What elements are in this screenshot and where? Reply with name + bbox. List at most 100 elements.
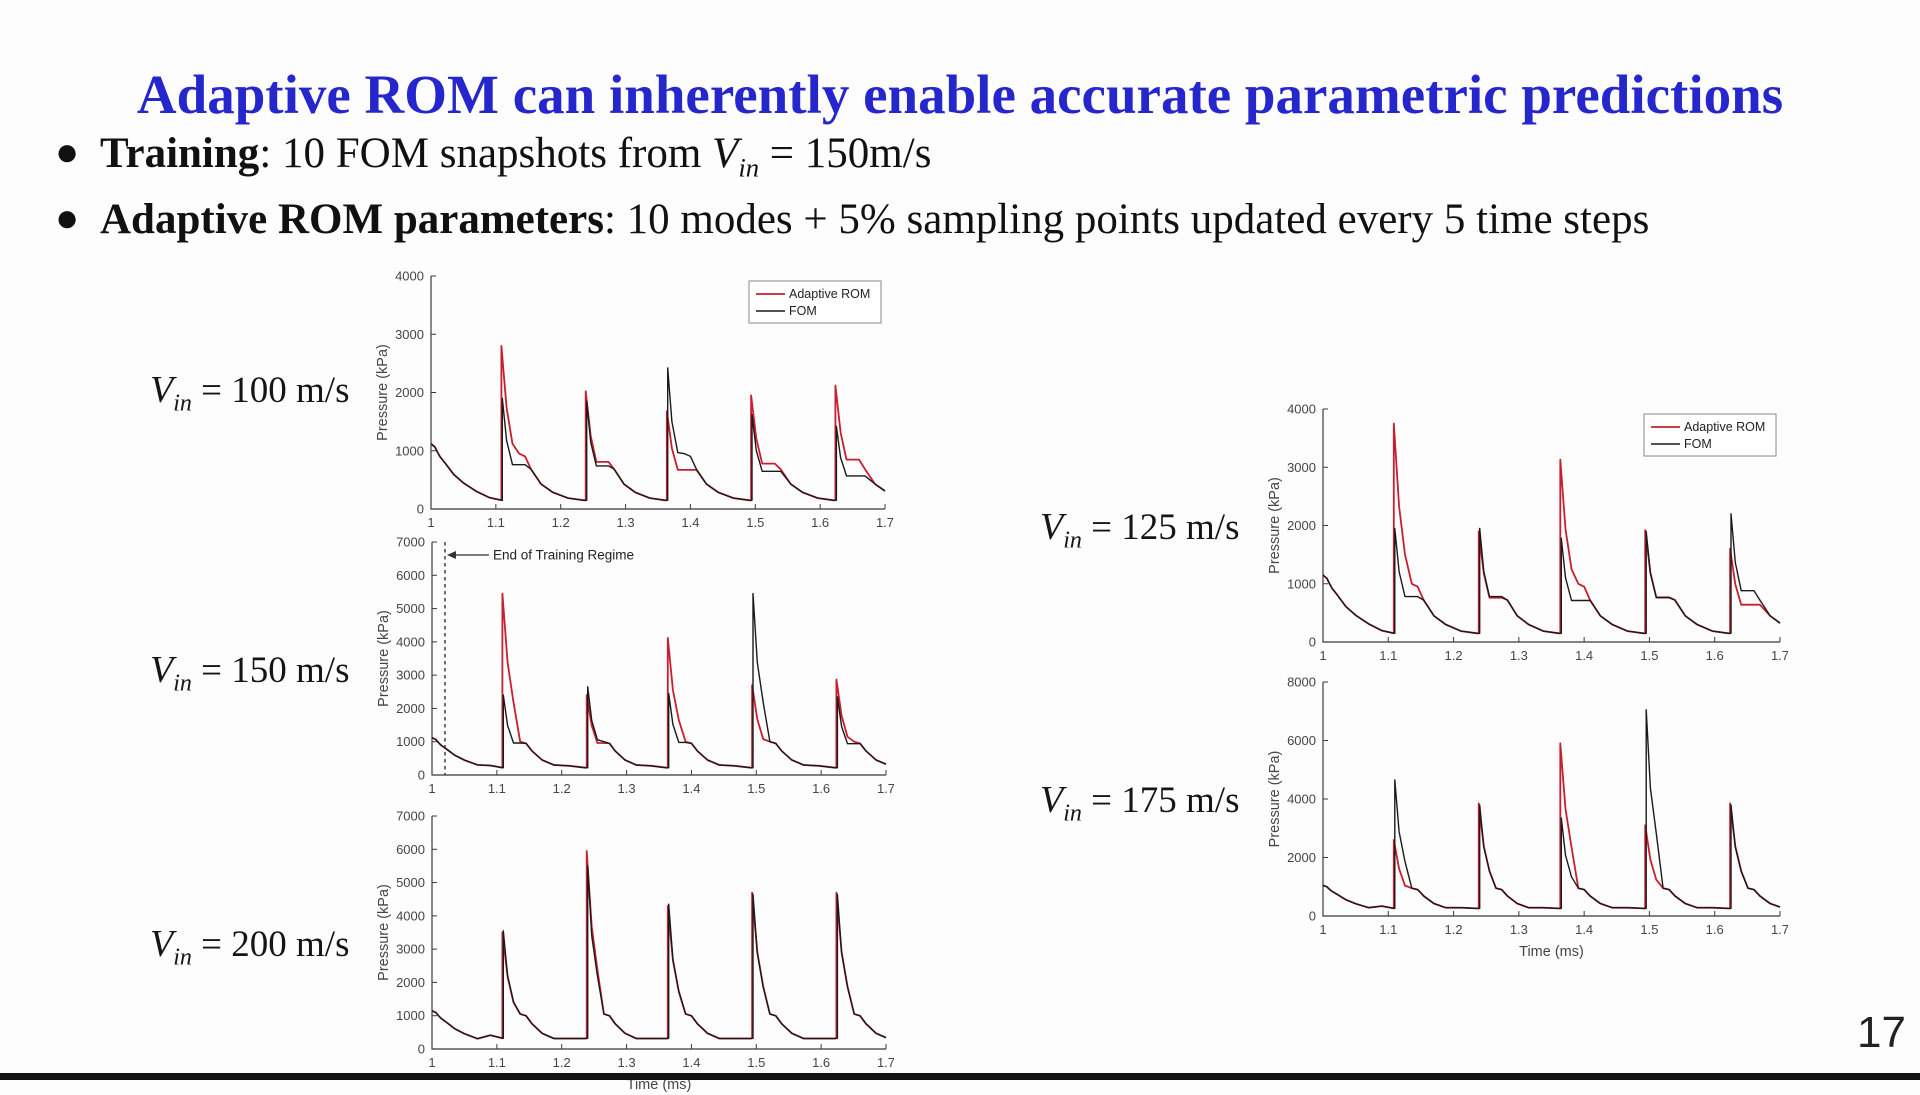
x-tick-label: 1.2 <box>553 781 571 796</box>
x-tick-label: 1.3 <box>618 781 636 796</box>
y-tick-label: 4000 <box>1287 402 1316 417</box>
y-tick-label: 1000 <box>1287 576 1316 591</box>
y-tick-label: 5000 <box>396 601 425 616</box>
x-tick-label: 1.4 <box>1575 922 1593 937</box>
x-tick-label: 1 <box>1319 922 1326 937</box>
x-tick-label: 1.6 <box>811 515 829 530</box>
legend: Adaptive ROM FOM <box>1643 413 1777 457</box>
series-fom <box>1322 709 1781 910</box>
x-tick-label: 1.5 <box>747 781 765 796</box>
x-tick-label: 1.1 <box>1379 922 1397 937</box>
y-tick-label: 6000 <box>396 568 425 583</box>
bullet-rom-text: : 10 modes + 5% sampling points updated … <box>603 196 1650 243</box>
series-rom <box>431 592 887 769</box>
x-tick-label: 1.1 <box>488 781 506 796</box>
y-tick-label: 3000 <box>396 942 425 957</box>
x-tick-label: 1.7 <box>1771 648 1788 663</box>
chart-vin125: 0 1000 2000 3000 4000 1 1.1 1.2 1.3 1.4 1.5 1.6 1.7 P… <box>1267 402 1788 664</box>
y-axis-label: Pressure (kPa) <box>1267 477 1283 574</box>
chart-vin200: 0 1000 2000 3000 4000 5000 6000 7000 1 1.1 1.2 1.3 1… <box>376 809 894 1094</box>
series-fom <box>1322 513 1781 635</box>
bullet-training-post: = 150m/s <box>759 130 932 177</box>
bottom-strip <box>0 1073 1920 1080</box>
y-tick-label: 0 <box>417 502 424 517</box>
series-fom <box>431 865 887 1040</box>
chart-vin100: 0 1000 2000 3000 4000 1 1.1 1.2 1.3 1.4 1.5 1.6 1.7 P… <box>375 269 893 531</box>
y-tick-label: 2000 <box>395 385 424 400</box>
y-tick-label: 0 <box>418 1042 425 1057</box>
y-axis-label: Pressure (kPa) <box>376 884 392 981</box>
x-tick-label: 1.4 <box>682 781 700 796</box>
legend-label-fom: FOM <box>1684 437 1712 451</box>
x-tick-label: 1.2 <box>553 1055 571 1070</box>
y-tick-label: 5000 <box>396 875 425 890</box>
y-tick-label: 6000 <box>396 842 425 857</box>
x-tick-label: 1.3 <box>1510 648 1528 663</box>
legend-label-rom: Adaptive ROM <box>1684 420 1765 434</box>
y-tick-label: 1000 <box>396 1008 425 1023</box>
axes <box>431 816 886 1050</box>
x-axis-label: Time (ms) <box>1519 944 1584 960</box>
x-tick-label: 1.5 <box>747 1055 765 1070</box>
y-tick-label: 2000 <box>396 701 425 716</box>
y-tick-label: 3000 <box>396 668 425 683</box>
y-tick-label: 4000 <box>395 269 424 284</box>
vin-label-vin100: Vin = 100 m/s <box>150 369 350 417</box>
x-tick-label: 1.7 <box>876 515 893 530</box>
y-tick-label: 1000 <box>395 443 424 458</box>
y-tick-label: 0 <box>1309 635 1316 650</box>
vin-symbol: Vin <box>712 130 760 183</box>
bullet-rom-lead: Adaptive ROM parameters <box>100 196 604 243</box>
x-tick-label: 1.3 <box>1510 922 1528 937</box>
y-axis-label: Pressure (kPa) <box>375 344 391 441</box>
x-tick-label: 1.6 <box>812 1055 830 1070</box>
x-tick-label: 1 <box>1319 648 1326 663</box>
bullet-rom-parameters: ● Adaptive ROM parameters: 10 modes + 5% … <box>55 194 1649 244</box>
y-tick-label: 4000 <box>1287 792 1316 807</box>
y-tick-label: 3000 <box>1287 460 1316 475</box>
y-tick-label: 0 <box>418 768 425 783</box>
vin-label-vin150: Vin = 150 m/s <box>150 649 350 697</box>
x-tick-label: 1.1 <box>487 515 505 530</box>
x-tick-label: 1.6 <box>1706 648 1724 663</box>
series-rom <box>431 850 887 1040</box>
bullet-dot: ● <box>55 129 80 174</box>
x-tick-label: 1.2 <box>1445 922 1463 937</box>
axes <box>431 542 886 776</box>
x-tick-label: 1.6 <box>812 781 830 796</box>
legend-label-rom: Adaptive ROM <box>789 287 870 301</box>
series-fom <box>431 592 887 769</box>
bullet-training: ● Training: 10 FOM snapshots from Vin = 1… <box>55 128 931 184</box>
series-rom <box>1322 742 1781 910</box>
y-tick-label: 4000 <box>396 634 425 649</box>
y-tick-label: 3000 <box>395 327 424 342</box>
x-tick-label: 1.7 <box>877 1055 894 1070</box>
x-tick-label: 1.7 <box>1771 922 1788 937</box>
chart-vin175: 0 2000 4000 6000 8000 1 1.1 1.2 1.3 1.4 1.5 1.6 1.7 P… <box>1267 675 1788 961</box>
y-tick-label: 1000 <box>396 734 425 749</box>
y-tick-label: 0 <box>1309 909 1316 924</box>
x-tick-label: 1 <box>427 515 434 530</box>
bullet-training-text: : 10 FOM snapshots from <box>259 130 713 177</box>
x-tick-label: 1 <box>428 781 435 796</box>
y-axis-label: Pressure (kPa) <box>1267 751 1283 848</box>
y-tick-label: 2000 <box>1287 850 1316 865</box>
x-tick-label: 1.5 <box>1640 922 1658 937</box>
y-tick-label: 7000 <box>396 809 425 824</box>
x-tick-label: 1.5 <box>1640 648 1658 663</box>
legend: Adaptive ROM FOM <box>748 280 882 324</box>
chart-vin150: 0 1000 2000 3000 4000 5000 6000 7000 1 1.1 1.2 1.3 1… <box>376 535 894 797</box>
x-tick-label: 1.3 <box>618 1055 636 1070</box>
y-tick-label: 8000 <box>1287 675 1316 690</box>
x-tick-label: 1.1 <box>1379 648 1397 663</box>
annotation-end-of-training: End of Training Regime <box>493 548 634 563</box>
page-number: 17 <box>1857 1008 1906 1057</box>
x-tick-label: 1.4 <box>682 1055 700 1070</box>
series-fom <box>430 367 886 502</box>
page-title: Adaptive ROM can inherently enable accur… <box>136 63 1784 125</box>
y-tick-label: 7000 <box>396 535 425 550</box>
x-tick-label: 1.6 <box>1706 922 1724 937</box>
x-tick-label: 1.7 <box>877 781 894 796</box>
x-tick-label: 1.4 <box>1575 648 1593 663</box>
